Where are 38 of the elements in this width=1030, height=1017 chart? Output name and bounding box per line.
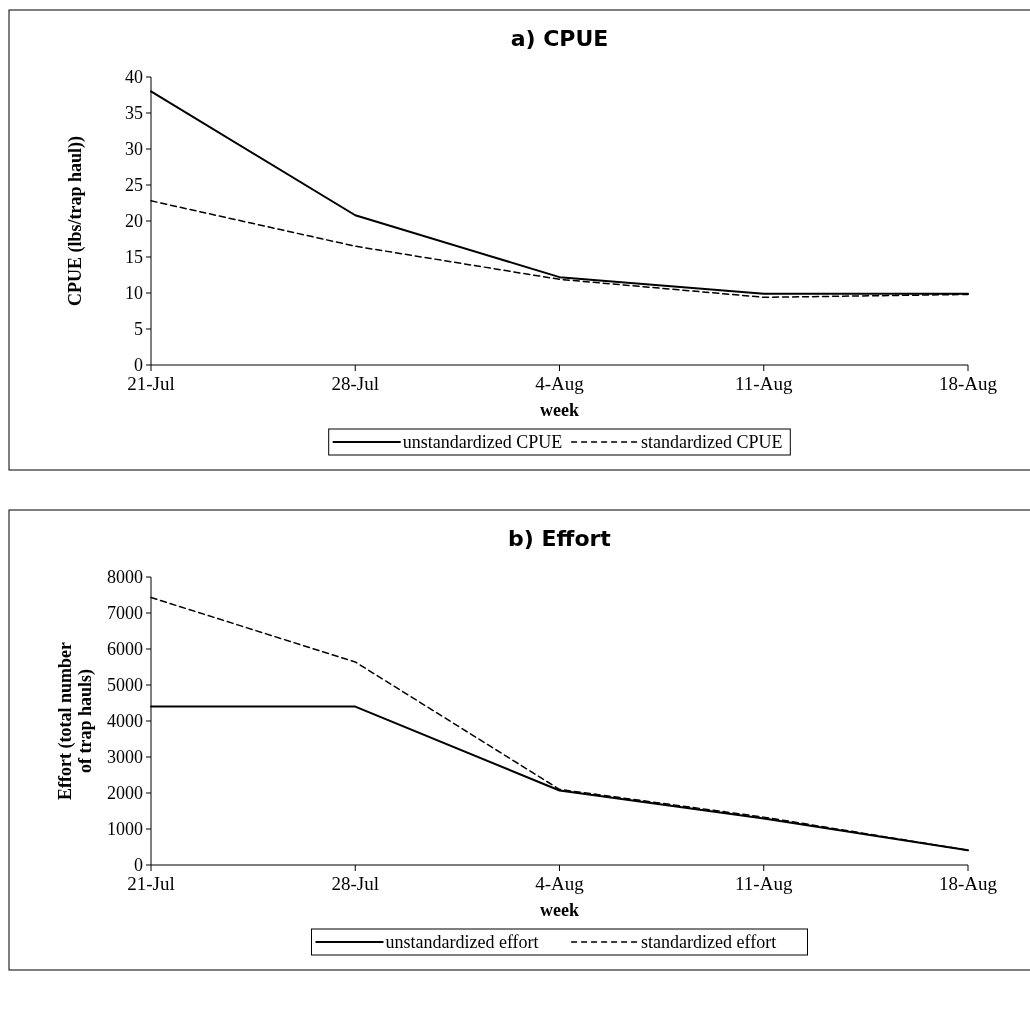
y-tick-label: 25 xyxy=(125,175,143,196)
y-tick-label: 0 xyxy=(134,355,143,376)
x-tick-label: 21-Jul xyxy=(127,373,175,394)
x-tick-label: 18-Aug xyxy=(938,873,998,894)
legend-label: unstandardized CPUE xyxy=(402,432,563,453)
x-tick-label: 21-Jul xyxy=(127,873,175,894)
y-tick-label: 35 xyxy=(125,103,143,124)
x-tick-label: 28-Jul xyxy=(331,373,379,394)
y-tick-label: 2000 xyxy=(107,783,143,804)
legend-label: unstandardized effort xyxy=(385,932,539,953)
y-tick-label: 6000 xyxy=(107,639,143,660)
x-tick-label: 4-Aug xyxy=(535,873,585,894)
chart-title: a) CPUE xyxy=(510,26,609,51)
chart-title: b) Effort xyxy=(508,526,612,551)
x-tick-label: 18-Aug xyxy=(938,373,998,394)
y-axis-title: CPUE (lbs/trap haul)) xyxy=(65,135,86,307)
y-axis-title: Effort (total number of trap hauls) xyxy=(55,642,96,800)
x-tick-label: 11-Aug xyxy=(735,373,793,394)
y-tick-label: 5000 xyxy=(107,675,143,696)
y-tick-label: 8000 xyxy=(107,567,143,588)
x-tick-label: 28-Jul xyxy=(331,873,379,894)
y-tick-label: 30 xyxy=(125,139,143,160)
legend-label: standardized effort xyxy=(641,932,777,953)
x-tick-label: 4-Aug xyxy=(535,373,585,394)
y-tick-label: 3000 xyxy=(107,747,143,768)
legend-label: standardized CPUE xyxy=(641,432,783,453)
x-axis-title: week xyxy=(540,400,579,420)
y-tick-label: 40 xyxy=(125,67,143,88)
y-tick-label: 20 xyxy=(125,211,143,232)
x-axis-title: week xyxy=(540,900,579,920)
y-tick-label: 5 xyxy=(134,319,143,340)
y-tick-label: 4000 xyxy=(107,711,143,732)
y-tick-label: 7000 xyxy=(107,603,143,624)
y-tick-label: 1000 xyxy=(107,819,143,840)
y-tick-label: 10 xyxy=(125,283,143,304)
y-tick-label: 15 xyxy=(125,247,143,268)
y-tick-label: 0 xyxy=(134,855,143,876)
x-tick-label: 11-Aug xyxy=(735,873,793,894)
